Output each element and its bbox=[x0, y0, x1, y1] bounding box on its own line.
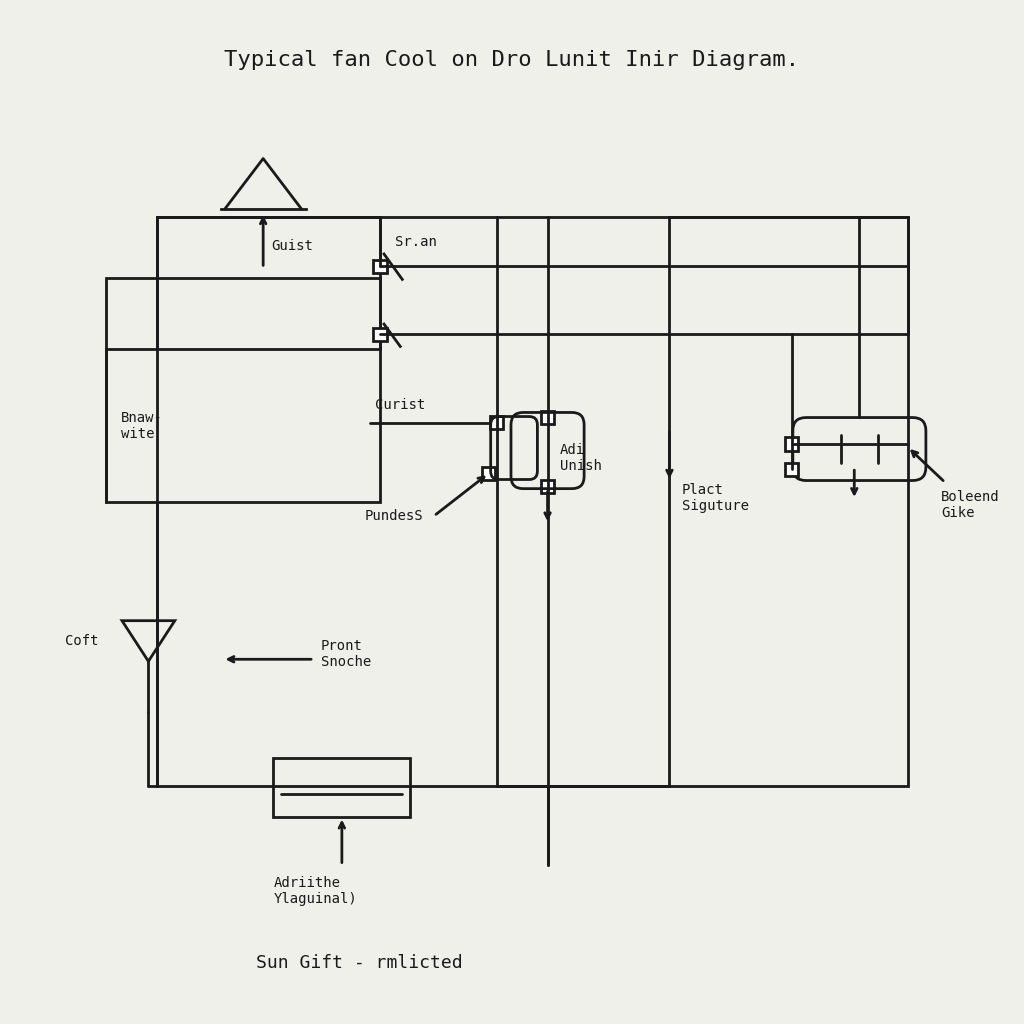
Bar bbox=[541, 411, 554, 424]
Bar bbox=[374, 328, 387, 341]
Text: Bnaw-
wite: Bnaw- wite bbox=[121, 411, 163, 440]
Bar bbox=[490, 416, 504, 429]
Bar bbox=[273, 758, 411, 817]
Text: PundesS: PundesS bbox=[365, 509, 423, 523]
Bar bbox=[785, 463, 799, 476]
Text: Plact
Siguture: Plact Siguture bbox=[682, 482, 749, 513]
Bar bbox=[482, 467, 496, 480]
Bar bbox=[157, 217, 380, 349]
Text: Pront
Snoche: Pront Snoche bbox=[322, 639, 372, 670]
Text: Adi
Unish: Adi Unish bbox=[560, 443, 602, 473]
Bar bbox=[785, 437, 799, 451]
Text: Sun Gift - rmlicted: Sun Gift - rmlicted bbox=[256, 953, 463, 972]
Text: Adriithe
Ylaguinal): Adriithe Ylaguinal) bbox=[273, 876, 357, 906]
Text: Typical fan Cool on Dro Lunit Inir Diagram.: Typical fan Cool on Dro Lunit Inir Diagr… bbox=[224, 50, 800, 70]
Bar bbox=[105, 279, 380, 502]
Bar bbox=[541, 480, 554, 494]
Text: Coft: Coft bbox=[66, 634, 98, 648]
Text: Sr.an: Sr.an bbox=[395, 234, 437, 249]
Text: Curist: Curist bbox=[375, 398, 425, 413]
Bar bbox=[374, 260, 387, 272]
Text: Boleend
Gike: Boleend Gike bbox=[941, 489, 999, 520]
Text: Guist: Guist bbox=[271, 239, 313, 253]
Bar bbox=[157, 217, 908, 786]
